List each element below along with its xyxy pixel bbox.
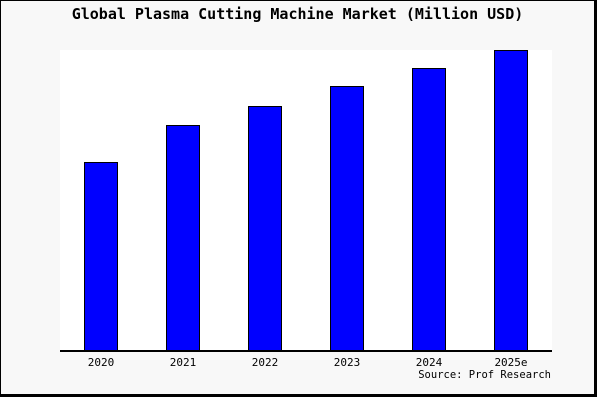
x-tick-label-2020: 2020 — [87, 356, 115, 369]
x-tick-label-2023: 2023 — [333, 356, 361, 369]
source-credit: Source: Prof Research — [418, 369, 551, 381]
bar-2024 — [412, 68, 446, 350]
x-tick-label-2022: 2022 — [251, 356, 279, 369]
bar-2020 — [84, 162, 118, 350]
x-tick-label-2024: 2024 — [415, 356, 443, 369]
bar-2021 — [166, 125, 200, 350]
x-tick-label-2025e: 2025e — [494, 356, 528, 369]
bar-2023 — [330, 86, 364, 350]
x-tick-label-2021: 2021 — [169, 356, 197, 369]
plot-area — [60, 50, 552, 352]
bar-2025e — [494, 50, 528, 350]
chart-title: Global Plasma Cutting Machine Market (Mi… — [71, 5, 524, 23]
bar-2022 — [248, 106, 282, 350]
